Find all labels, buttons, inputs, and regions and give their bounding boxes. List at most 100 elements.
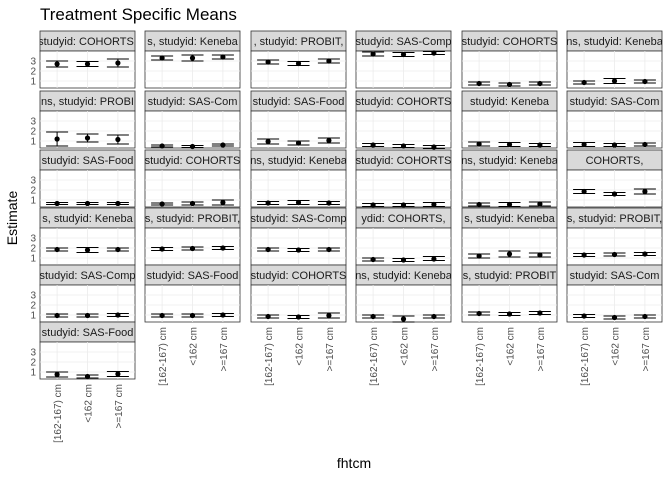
data-point	[265, 138, 271, 145]
facet-strip-label: ns, studyid: Keneba	[566, 36, 664, 48]
data-point	[476, 310, 482, 317]
facet-panel: COHORTS,	[566, 149, 663, 208]
x-tick-label: [162-167) cm	[475, 327, 486, 386]
data-point	[326, 246, 332, 253]
data-point	[189, 200, 196, 207]
data-point	[642, 78, 648, 85]
facet-strip-label: s, studyid: Keneba	[147, 36, 238, 48]
data-point	[189, 245, 196, 252]
data-point	[295, 247, 302, 253]
facet-panel: studyid: SAS-Food 123	[30, 149, 136, 208]
facet-panel: ns, studyid: Keneba	[250, 149, 347, 208]
data-point	[115, 312, 121, 318]
data-point	[537, 310, 543, 316]
facet-panel: studyid: SAS-Com [162-167) cm <162 cm >=167…	[566, 264, 663, 386]
y-tick-label: 1	[30, 254, 36, 265]
facet-panel: studyid: SAS-Com	[566, 90, 663, 149]
data-point	[581, 313, 587, 319]
x-tick-label: <162 cm	[506, 327, 517, 366]
y-tick-label: 2	[30, 301, 36, 312]
data-point	[189, 143, 196, 150]
data-point	[431, 313, 437, 320]
data-point	[370, 202, 376, 208]
data-point	[506, 81, 513, 88]
facet-panel: studyid: COHORTS, 123	[30, 30, 136, 89]
data-point	[295, 314, 302, 320]
data-point	[54, 312, 60, 319]
data-point	[115, 60, 121, 66]
facet-strip-label: studyid: SAS-Comp	[251, 213, 347, 225]
data-point	[115, 371, 121, 377]
facet-strip-label: studyid: SAS-Comp	[356, 36, 452, 48]
y-axis-label: Estimate	[4, 191, 20, 246]
y-tick-label: 2	[30, 244, 36, 255]
facet-panel: s, studyid: Keneba	[461, 207, 558, 266]
data-point	[581, 252, 587, 258]
data-point	[476, 141, 482, 147]
facet-panel: , studyid: PROBIT,	[250, 30, 347, 89]
data-point	[370, 313, 376, 320]
data-point	[115, 200, 121, 207]
data-point	[115, 136, 121, 143]
facet-panel: ns, studyid: Keneba	[566, 30, 664, 89]
data-point	[295, 140, 302, 146]
facet-panel: ns, studyid: PROBI 123	[30, 90, 136, 149]
x-tick-label: <162 cm	[611, 327, 622, 366]
data-point	[476, 253, 482, 259]
y-tick-label: 1	[30, 368, 36, 379]
facet-strip-label: studyid: Keneba	[470, 96, 550, 108]
data-point	[84, 373, 91, 380]
facet-strip-label: studyid: SAS-Comp	[40, 270, 136, 282]
data-point	[84, 61, 91, 67]
y-tick-label: 2	[30, 358, 36, 369]
data-point	[84, 135, 91, 141]
facet-panel: ns, studyid: Keneba	[461, 149, 558, 208]
data-point	[370, 142, 376, 148]
data-point	[326, 200, 332, 206]
data-point	[581, 141, 587, 148]
facet-panel: s, studyid: Keneba	[144, 30, 241, 89]
x-tick-label: <162 cm	[189, 327, 200, 366]
data-point	[431, 256, 437, 262]
facet-panel: studyid: COHORTS	[355, 149, 452, 208]
data-point	[265, 246, 271, 253]
facet-strip-label: ns, studyid: Keneba	[355, 270, 453, 282]
x-tick-label: >=167 cm	[114, 384, 125, 428]
data-point	[84, 200, 91, 207]
y-tick-label: 3	[30, 176, 36, 187]
facet-panel: studyid: SAS-Comp	[355, 30, 452, 89]
x-tick-label: >=167 cm	[430, 327, 441, 371]
data-point	[537, 80, 543, 87]
data-point	[326, 137, 332, 144]
data-point	[431, 50, 437, 56]
x-tick-label: >=167 cm	[536, 327, 547, 371]
y-tick-label: 3	[30, 291, 36, 302]
data-point	[611, 314, 618, 321]
data-point	[400, 257, 407, 263]
x-tick-label: <162 cm	[400, 327, 411, 366]
facet-panel: studyid: SAS-Comp 123	[30, 264, 136, 323]
data-point	[476, 80, 482, 87]
facet-panel: studyid: COHORTS	[461, 30, 558, 89]
data-point	[642, 313, 648, 320]
data-point	[295, 199, 302, 206]
y-tick-label: 1	[30, 137, 36, 148]
y-tick-label: 3	[30, 234, 36, 245]
facet-strip-label: s, studyid: PROBIT,	[567, 213, 662, 225]
data-point	[265, 313, 271, 320]
facet-panel: studyid: SAS-Food	[250, 90, 347, 149]
data-point	[54, 136, 60, 142]
facet-strip-label: studyid: COHORTS	[462, 36, 558, 48]
facet-panels: studyid: COHORTS,123 s, studyid: Keneba , …	[30, 30, 664, 443]
data-point	[220, 142, 226, 148]
facet-panel: s, studyid: PROBIT,	[566, 207, 663, 266]
data-point	[611, 191, 618, 197]
facet-panel: ydid: COHORTS,	[355, 207, 452, 266]
data-point	[54, 61, 60, 67]
facet-strip-label: s, studyid: Keneba	[464, 213, 555, 225]
x-tick-label: [162-167) cm	[264, 327, 275, 386]
data-point	[400, 51, 407, 58]
facet-strip-label: s, studyid: PROBIT	[463, 270, 557, 282]
facet-panel: studyid: COHORTS	[144, 149, 241, 208]
